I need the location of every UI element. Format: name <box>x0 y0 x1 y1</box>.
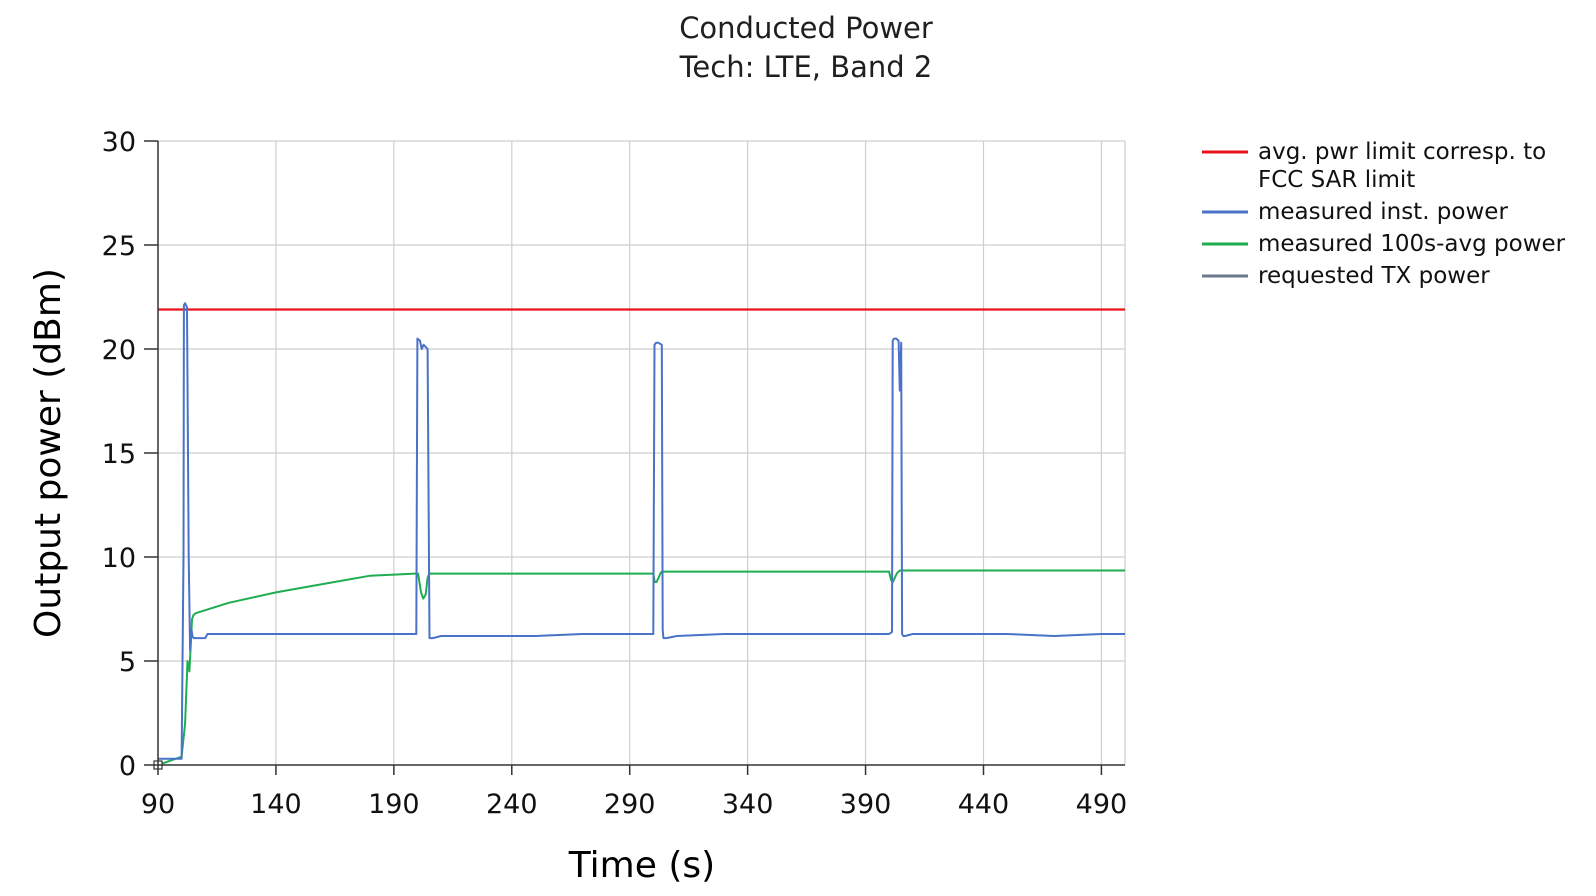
x-tick-label: 240 <box>486 789 538 820</box>
y-tick-label: 30 <box>102 127 136 158</box>
x-tick-label: 140 <box>250 789 302 820</box>
legend-item: measured 100s-avg power <box>1202 231 1566 257</box>
legend-item: requested TX power <box>1202 263 1490 289</box>
x-tick-label: 390 <box>840 789 892 820</box>
y-tick-label: 5 <box>119 647 136 678</box>
x-tick-label: 90 <box>141 789 175 820</box>
x-tick-label: 190 <box>368 789 420 820</box>
x-tick-label: 490 <box>1076 789 1128 820</box>
y-axis-title: Output power (dBm) <box>28 268 69 638</box>
x-axis-title: Time (s) <box>568 845 715 886</box>
legend-label: measured inst. power <box>1258 199 1508 225</box>
series-layer <box>153 302 1125 770</box>
x-tick-label: 290 <box>604 789 656 820</box>
series-line-measured-inst-power <box>158 302 1125 760</box>
legend-label: measured 100s-avg power <box>1258 231 1566 257</box>
y-ticks: 0 5 10 15 20 25 30 <box>102 127 158 782</box>
chart-title: Conducted Power <box>679 11 933 45</box>
grid <box>158 140 1126 765</box>
legend-label: avg. pwr limit corresp. to <box>1258 139 1546 165</box>
legend-item: measured inst. power <box>1202 199 1508 225</box>
y-tick-label: 15 <box>102 439 136 470</box>
y-tick-label: 20 <box>102 335 136 366</box>
x-tick-label: 440 <box>958 789 1010 820</box>
y-tick-label: 10 <box>102 543 136 574</box>
y-tick-label: 0 <box>119 751 136 782</box>
chart-subtitle: Tech: LTE, Band 2 <box>679 50 933 84</box>
legend-label: requested TX power <box>1258 263 1490 289</box>
series-line-measured-avg-power <box>157 569 1125 766</box>
legend-label: FCC SAR limit <box>1258 167 1415 193</box>
x-tick-label: 340 <box>722 789 774 820</box>
x-ticks: 90 140 190 240 290 340 390 440 490 <box>141 765 1127 820</box>
y-tick-label: 25 <box>102 231 136 262</box>
